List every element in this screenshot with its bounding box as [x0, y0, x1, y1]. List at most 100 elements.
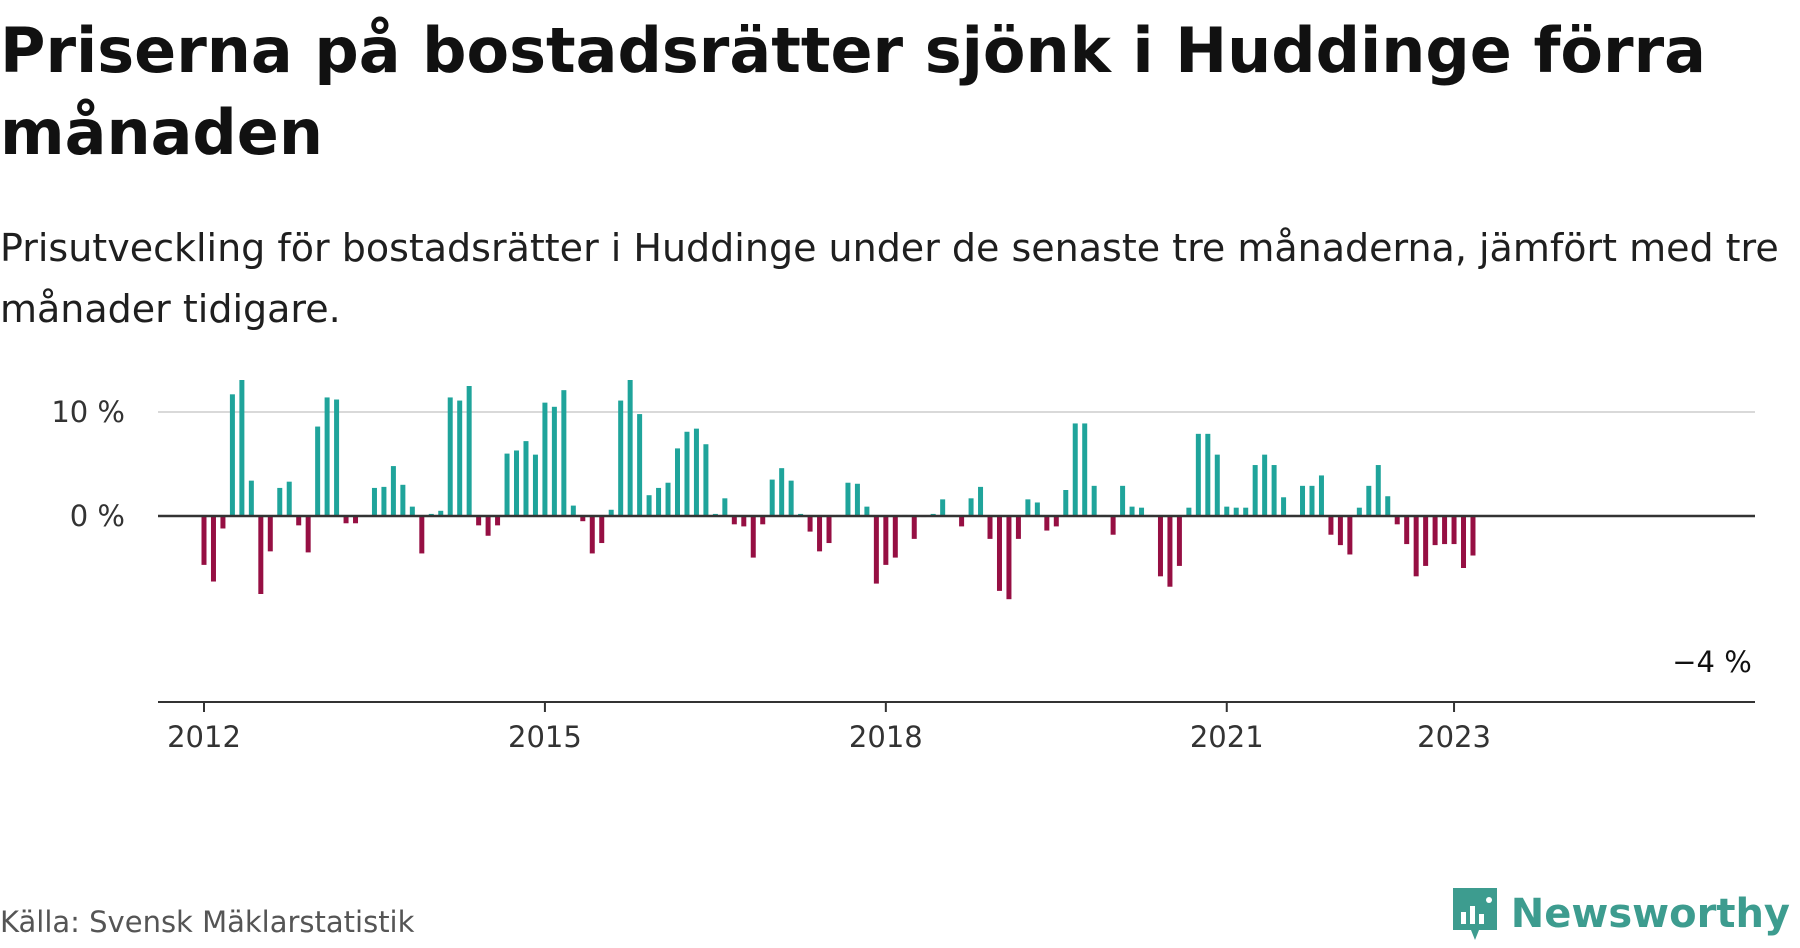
bar	[551, 406, 557, 516]
bar	[760, 516, 766, 525]
bar	[258, 516, 264, 594]
bar	[1205, 433, 1211, 516]
bar	[911, 516, 917, 539]
bar	[1034, 502, 1040, 516]
bar	[1139, 507, 1145, 516]
bar	[1262, 454, 1268, 516]
bar	[987, 516, 993, 539]
bar	[807, 516, 813, 532]
bar	[447, 397, 453, 516]
bar	[1423, 516, 1429, 566]
bar	[305, 516, 311, 553]
bar	[1470, 516, 1476, 556]
bar	[599, 516, 605, 544]
bar	[1356, 507, 1362, 516]
bar	[580, 516, 586, 522]
bar	[296, 516, 302, 526]
bar	[504, 453, 510, 516]
bar	[1167, 516, 1173, 587]
bar	[324, 397, 330, 516]
bar	[315, 426, 321, 516]
bar	[438, 510, 444, 516]
bar	[1233, 507, 1239, 516]
bar	[334, 399, 340, 516]
bar	[703, 444, 709, 516]
brand-name: Newsworthy	[1510, 891, 1790, 937]
bars-group	[201, 380, 1476, 600]
bar	[684, 431, 690, 516]
bar	[741, 516, 747, 527]
bar	[523, 441, 529, 516]
x-axis-ticks: 2012 2015 2018 2021 2023	[167, 702, 1491, 754]
bar	[968, 498, 974, 516]
bar	[1176, 516, 1182, 566]
bar	[277, 487, 283, 516]
bar	[675, 448, 680, 516]
bar	[409, 506, 415, 516]
x-tick-label: 2023	[1417, 720, 1491, 754]
bar	[1091, 485, 1097, 516]
bar	[210, 516, 216, 582]
bar	[788, 480, 794, 516]
bar	[1404, 516, 1410, 545]
x-tick-label: 2015	[508, 720, 582, 754]
bar	[1129, 506, 1135, 516]
bar	[996, 516, 1002, 591]
bar	[220, 516, 226, 529]
bar	[1195, 433, 1201, 516]
bar	[1053, 516, 1059, 527]
x-tick-label: 2012	[167, 720, 241, 754]
bar	[400, 484, 406, 516]
bar	[381, 486, 387, 516]
bar	[286, 481, 292, 516]
bar	[1375, 465, 1381, 516]
bar	[1110, 516, 1116, 535]
bar	[1243, 507, 1249, 516]
brand-logo: Newsworthy	[1449, 880, 1790, 948]
bar	[693, 428, 699, 516]
bar	[1461, 516, 1467, 568]
bar	[457, 400, 463, 516]
bar	[371, 487, 377, 516]
bar	[750, 516, 756, 558]
bar	[1281, 497, 1287, 516]
bar	[722, 498, 728, 516]
bar	[1044, 516, 1050, 531]
bar	[1082, 423, 1088, 516]
x-tick-label: 2018	[849, 720, 923, 754]
bar	[466, 386, 472, 516]
bar	[1015, 516, 1021, 539]
bar	[1025, 499, 1031, 516]
bar	[1442, 516, 1448, 545]
bar	[1328, 516, 1334, 535]
bar	[665, 482, 671, 516]
bar	[1394, 516, 1400, 525]
bar	[864, 506, 870, 516]
bar	[1318, 475, 1324, 516]
bar	[239, 380, 245, 516]
x-tick-label: 2021	[1190, 720, 1264, 754]
bar	[495, 516, 501, 526]
bar-chart: 10 % 0 % 2012 2015 2018 2021 2023 −4 %	[51, 380, 1755, 754]
bar	[959, 516, 965, 527]
bar	[637, 414, 643, 516]
bar	[845, 482, 851, 516]
bar	[978, 486, 984, 516]
bar	[1451, 516, 1457, 545]
y-tick-label-0: 0 %	[70, 499, 125, 533]
bar	[419, 516, 425, 554]
bar	[883, 516, 889, 565]
bar	[1413, 516, 1419, 577]
bar	[854, 483, 860, 516]
bar	[1385, 496, 1391, 516]
bar	[1006, 516, 1012, 600]
bar	[542, 402, 548, 516]
bar	[1072, 423, 1078, 516]
bar	[656, 487, 662, 516]
bar	[353, 516, 359, 524]
bar	[589, 516, 595, 554]
bar	[570, 505, 576, 516]
last-value-label: −4 %	[1672, 645, 1752, 679]
bar	[627, 380, 633, 516]
bar	[390, 466, 396, 516]
